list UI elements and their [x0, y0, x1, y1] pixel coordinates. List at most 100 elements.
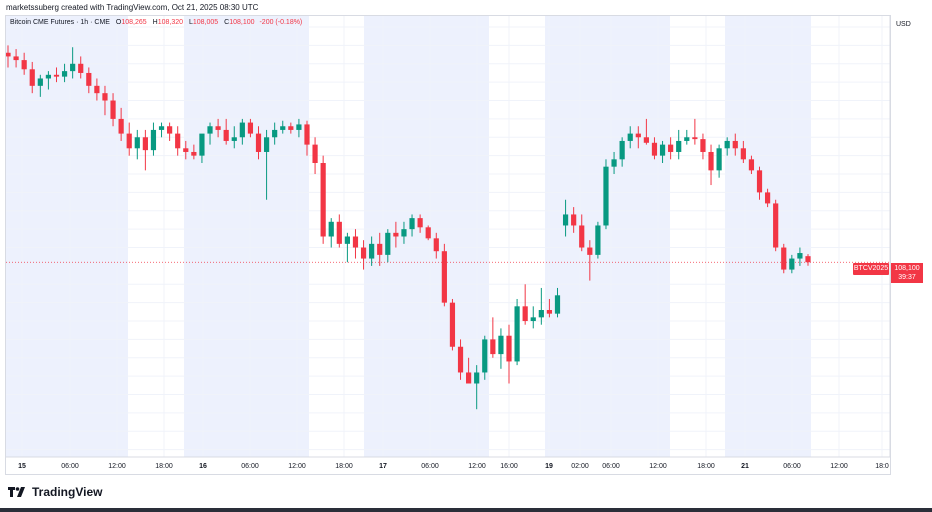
- candle-body[interactable]: [167, 126, 173, 134]
- candle-body[interactable]: [377, 243, 383, 255]
- candle-body[interactable]: [78, 63, 84, 73]
- candle-body[interactable]: [385, 232, 391, 255]
- candle-body[interactable]: [247, 122, 254, 134]
- candle-body[interactable]: [296, 124, 302, 130]
- candle-body[interactable]: [5, 52, 11, 57]
- candle-body[interactable]: [70, 63, 76, 72]
- candle-body[interactable]: [175, 133, 181, 149]
- candle-body[interactable]: [474, 372, 480, 384]
- candle-body[interactable]: [579, 225, 585, 248]
- candle-body[interactable]: [263, 137, 270, 152]
- candle-body[interactable]: [21, 60, 27, 70]
- candle-body[interactable]: [45, 74, 52, 79]
- candle-body[interactable]: [344, 236, 350, 244]
- candle-body[interactable]: [466, 372, 472, 384]
- candle-body[interactable]: [409, 218, 415, 230]
- candle-body[interactable]: [530, 317, 536, 322]
- candle-body[interactable]: [86, 72, 92, 86]
- candle-body[interactable]: [126, 133, 132, 149]
- candlestick-chart[interactable]: 114,500114,000113,500113,000112,500112,0…: [0, 0, 891, 476]
- candle-body[interactable]: [425, 227, 431, 239]
- candle-body[interactable]: [417, 218, 423, 228]
- candle-body[interactable]: [587, 247, 593, 255]
- candle-body[interactable]: [554, 295, 561, 314]
- candle-body[interactable]: [506, 335, 512, 362]
- candle-body[interactable]: [150, 129, 157, 151]
- candle-body[interactable]: [684, 137, 690, 141]
- candle-body[interactable]: [700, 139, 706, 152]
- candle-body[interactable]: [514, 306, 520, 362]
- candle-body[interactable]: [659, 144, 666, 156]
- candle-body[interactable]: [708, 151, 714, 171]
- candle-body[interactable]: [748, 159, 755, 171]
- candle-body[interactable]: [393, 232, 399, 237]
- chart-legend[interactable]: Bitcoin CME Futures · 1h · CME O108,265 …: [10, 19, 302, 26]
- candle-body[interactable]: [29, 69, 35, 86]
- candle-body[interactable]: [369, 243, 375, 259]
- candle-body[interactable]: [764, 192, 771, 204]
- candle-body[interactable]: [239, 122, 245, 138]
- candle-body[interactable]: [433, 238, 439, 252]
- candle-body[interactable]: [272, 129, 278, 138]
- candle-body[interactable]: [773, 203, 779, 248]
- candle-body[interactable]: [676, 140, 682, 152]
- candle-body[interactable]: [643, 137, 649, 143]
- candle-body[interactable]: [118, 118, 124, 134]
- candle-body[interactable]: [571, 214, 577, 226]
- candle-body[interactable]: [619, 140, 625, 160]
- candle-body[interactable]: [635, 133, 641, 138]
- candle-body[interactable]: [692, 137, 698, 140]
- candle-body[interactable]: [280, 126, 286, 130]
- candle-body[interactable]: [756, 170, 763, 193]
- candle-body[interactable]: [740, 148, 746, 160]
- candle-body[interactable]: [312, 144, 318, 163]
- candle-body[interactable]: [191, 151, 197, 156]
- candle-body[interactable]: [668, 144, 674, 152]
- candle-body[interactable]: [360, 247, 367, 259]
- candle-body[interactable]: [716, 148, 722, 171]
- candle-body[interactable]: [61, 71, 68, 77]
- candle-body[interactable]: [611, 159, 617, 167]
- candle-body[interactable]: [538, 310, 544, 318]
- candle-body[interactable]: [158, 126, 165, 130]
- candle-body[interactable]: [231, 137, 237, 141]
- candle-body[interactable]: [102, 93, 108, 101]
- candle-body[interactable]: [603, 166, 609, 226]
- candle-body[interactable]: [522, 306, 528, 322]
- candle-body[interactable]: [482, 339, 488, 373]
- candle-body[interactable]: [142, 137, 148, 151]
- candle-body[interactable]: [37, 78, 43, 86]
- candle-body[interactable]: [441, 251, 447, 303]
- candle-body[interactable]: [328, 221, 334, 237]
- candle-body[interactable]: [797, 253, 803, 259]
- candle-body[interactable]: [94, 85, 100, 94]
- candle-body[interactable]: [805, 256, 811, 263]
- candle-body[interactable]: [595, 225, 601, 255]
- candle-body[interactable]: [215, 126, 221, 130]
- candle-body[interactable]: [401, 229, 407, 237]
- candle-body[interactable]: [781, 247, 787, 270]
- candle-body[interactable]: [490, 339, 496, 355]
- currency-label[interactable]: USD: [896, 21, 911, 28]
- candle-body[interactable]: [562, 214, 569, 226]
- candle-body[interactable]: [288, 126, 294, 130]
- candle-body[interactable]: [223, 129, 229, 141]
- candle-body[interactable]: [627, 133, 633, 141]
- candle-body[interactable]: [13, 56, 19, 61]
- candle-body[interactable]: [183, 148, 189, 152]
- candle-body[interactable]: [449, 302, 456, 347]
- candle-body[interactable]: [352, 236, 359, 248]
- candle-body[interactable]: [110, 100, 116, 119]
- candle-body[interactable]: [732, 140, 738, 149]
- tradingview-branding[interactable]: TradingView: [8, 485, 102, 499]
- candle-body[interactable]: [498, 335, 504, 355]
- candle-body[interactable]: [789, 258, 795, 270]
- candle-body[interactable]: [320, 163, 326, 237]
- candle-body[interactable]: [457, 346, 464, 373]
- candle-body[interactable]: [336, 221, 342, 244]
- candle-body[interactable]: [724, 140, 730, 149]
- candle-body[interactable]: [53, 74, 60, 77]
- candle-body[interactable]: [255, 133, 262, 152]
- candle-body[interactable]: [651, 142, 658, 156]
- candle-body[interactable]: [546, 310, 553, 314]
